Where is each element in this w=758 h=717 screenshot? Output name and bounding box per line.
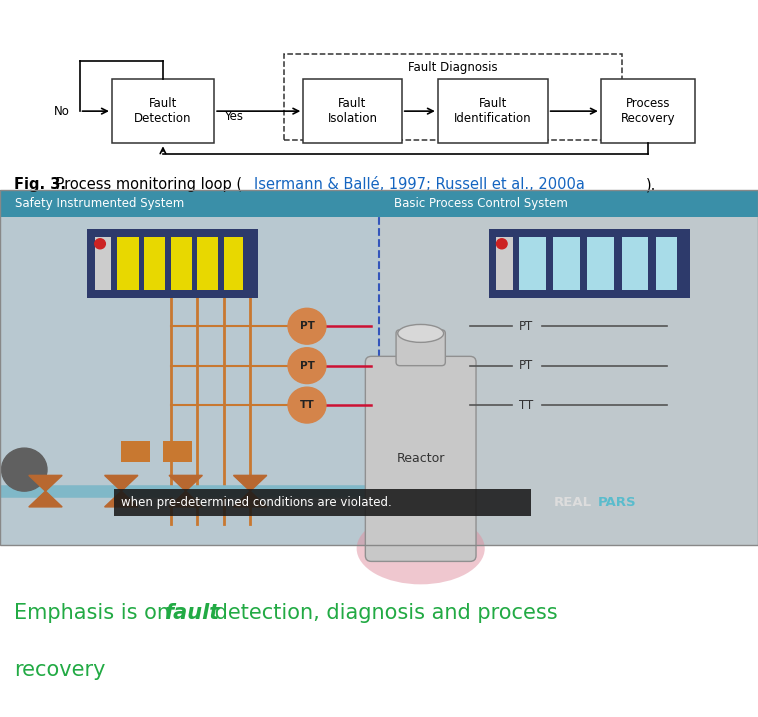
Text: No: No — [55, 105, 70, 118]
Ellipse shape — [357, 513, 485, 584]
Text: recovery: recovery — [14, 660, 105, 680]
Circle shape — [288, 348, 326, 384]
Text: when pre-determined conditions are violated.: when pre-determined conditions are viola… — [121, 496, 392, 509]
Polygon shape — [105, 491, 138, 507]
FancyBboxPatch shape — [396, 330, 446, 366]
FancyBboxPatch shape — [496, 237, 513, 290]
Polygon shape — [233, 475, 267, 491]
FancyBboxPatch shape — [379, 190, 758, 217]
FancyBboxPatch shape — [600, 79, 696, 143]
FancyBboxPatch shape — [0, 190, 379, 545]
Polygon shape — [29, 491, 62, 507]
Polygon shape — [233, 491, 267, 507]
Circle shape — [288, 308, 326, 344]
Polygon shape — [169, 475, 202, 491]
Polygon shape — [105, 475, 138, 491]
FancyBboxPatch shape — [144, 237, 165, 290]
FancyBboxPatch shape — [438, 79, 547, 143]
Text: Emphasis is on: Emphasis is on — [14, 603, 177, 623]
FancyBboxPatch shape — [622, 237, 648, 290]
FancyBboxPatch shape — [656, 237, 677, 290]
Text: TT: TT — [519, 399, 534, 412]
Circle shape — [2, 448, 47, 491]
Text: Reactor: Reactor — [396, 452, 445, 465]
Text: Fault
Detection: Fault Detection — [134, 97, 192, 125]
FancyBboxPatch shape — [587, 237, 614, 290]
Text: PT: PT — [519, 359, 534, 372]
FancyBboxPatch shape — [121, 441, 150, 462]
Text: Safety Instrumented System: Safety Instrumented System — [15, 197, 184, 210]
FancyBboxPatch shape — [379, 190, 758, 545]
Text: Fault
Isolation: Fault Isolation — [327, 97, 377, 125]
FancyBboxPatch shape — [163, 441, 192, 462]
Polygon shape — [169, 491, 202, 507]
FancyBboxPatch shape — [112, 79, 214, 143]
FancyBboxPatch shape — [197, 237, 218, 290]
Text: Yes: Yes — [224, 110, 243, 123]
FancyBboxPatch shape — [303, 79, 402, 143]
Text: PT: PT — [519, 320, 534, 333]
Text: Fig. 3.: Fig. 3. — [14, 178, 66, 192]
Text: PT: PT — [299, 321, 315, 331]
Text: detection, diagnosis and process: detection, diagnosis and process — [208, 603, 558, 623]
Polygon shape — [29, 475, 62, 491]
FancyBboxPatch shape — [95, 237, 111, 290]
Text: Fault Diagnosis: Fault Diagnosis — [408, 61, 498, 74]
Circle shape — [95, 239, 105, 249]
Text: Process
Recovery: Process Recovery — [621, 97, 675, 125]
FancyBboxPatch shape — [365, 356, 476, 561]
Text: ).: ). — [646, 178, 656, 192]
FancyBboxPatch shape — [171, 237, 192, 290]
Text: TT: TT — [299, 400, 315, 410]
FancyBboxPatch shape — [519, 237, 546, 290]
Ellipse shape — [398, 324, 443, 342]
Text: Isermann & Ballé, 1997; Russell et al., 2000a: Isermann & Ballé, 1997; Russell et al., … — [254, 178, 585, 192]
Text: Process monitoring loop (: Process monitoring loop ( — [14, 178, 242, 192]
FancyBboxPatch shape — [87, 229, 258, 298]
Text: PT: PT — [299, 361, 315, 371]
Text: fault: fault — [165, 603, 221, 623]
Text: PARS: PARS — [597, 496, 636, 509]
Circle shape — [288, 387, 326, 423]
Text: REAL: REAL — [553, 496, 591, 509]
FancyBboxPatch shape — [489, 229, 690, 298]
FancyBboxPatch shape — [114, 489, 531, 516]
FancyBboxPatch shape — [0, 190, 379, 217]
Circle shape — [496, 239, 507, 249]
FancyBboxPatch shape — [224, 237, 243, 290]
FancyBboxPatch shape — [553, 237, 580, 290]
Text: Fault
Identification: Fault Identification — [454, 97, 531, 125]
Text: Basic Process Control System: Basic Process Control System — [394, 197, 568, 210]
FancyBboxPatch shape — [117, 237, 139, 290]
